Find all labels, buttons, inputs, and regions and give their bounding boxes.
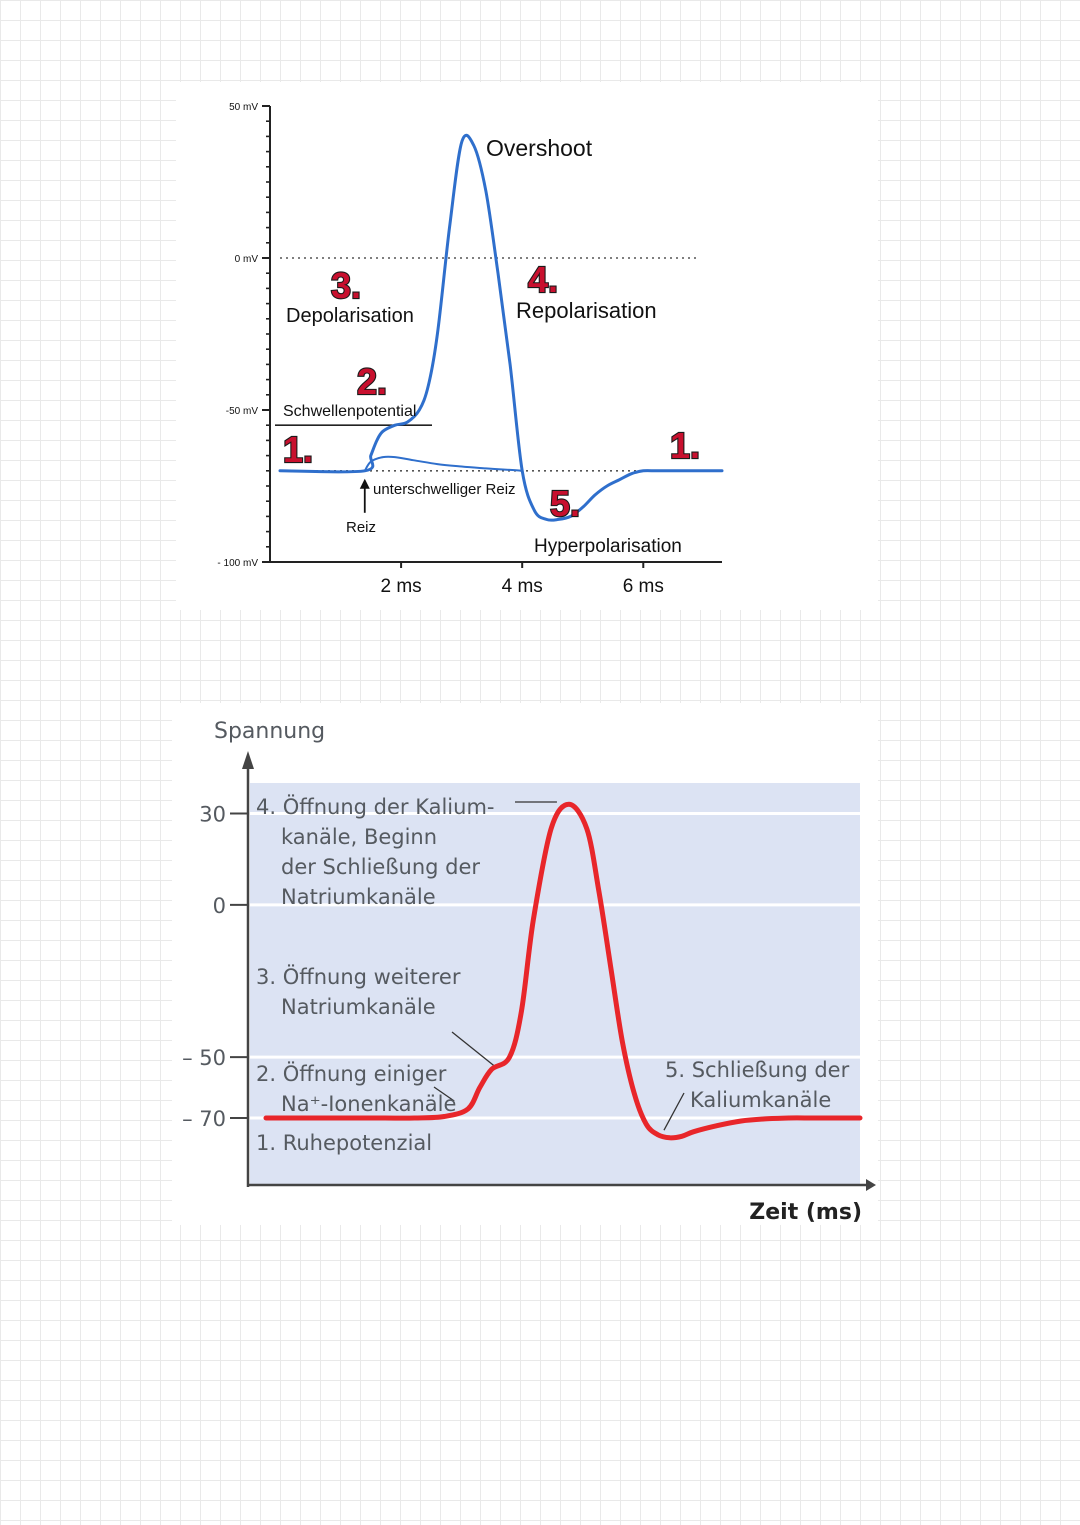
badge-2: 2.: [357, 361, 387, 402]
leader-line-3: [451, 1031, 496, 1067]
y-tick-label: – 50: [182, 1046, 226, 1070]
annotation-4-line-4: Natriumkanäle: [281, 885, 436, 909]
annotation-2-line-2: Na⁺-Ionenkanäle: [281, 1092, 456, 1116]
x-tick-label: 6 ms: [623, 576, 664, 597]
badge-1-right: 1.: [670, 425, 700, 466]
action-potential-chart-top: 50 mV 0 mV -50 mV - 100 mV 2 ms 4 ms 6 ms Over…: [176, 82, 878, 610]
badge-5: 5.: [550, 483, 580, 524]
annotation-1: 1. Ruhepotenzial: [256, 1131, 432, 1155]
reiz-label: Reiz: [346, 519, 376, 536]
y-axis-label: Spannung: [214, 719, 325, 744]
annotation-2-line-1: 2. Öffnung einiger: [256, 1061, 447, 1086]
series-line-main: [278, 133, 724, 522]
x-axis-label: Zeit (ms): [749, 1200, 862, 1225]
y-tick-label: 50 mV: [229, 102, 258, 113]
repolarisation-label: Repolarisation: [516, 298, 657, 323]
depolarisation-label: Depolarisation: [286, 305, 414, 327]
overshoot-label: Overshoot: [486, 135, 593, 161]
series-line-0: [263, 801, 863, 1141]
y-tick-label: 0: [213, 894, 226, 918]
y-tick-label: -50 mV: [226, 406, 259, 417]
series-line-subthreshold: [363, 455, 524, 472]
badge-3: 3.: [331, 265, 361, 306]
x-axis-arrow: [866, 1179, 876, 1191]
annotation-4-line-3: der Schließung der: [281, 855, 480, 879]
x-tick-label: 4 ms: [502, 576, 543, 597]
chart-bottom-svg: 30 0 – 50 – 70 Spannung Zeit (ms) 4. Öffnun…: [182, 719, 876, 1225]
annotation-4-line-1: 4. Öffnung der Kalium-: [256, 794, 495, 819]
annotation-4-line-2: kanäle, Beginn: [281, 825, 437, 849]
badge-4: 4.: [528, 259, 558, 300]
y-tick-label: 30: [199, 802, 226, 826]
hyperpolarisation-label: Hyperpolarisation: [534, 536, 682, 557]
x-tick-label: 2 ms: [381, 576, 422, 597]
action-potential-chart-bottom: 30 0 – 50 – 70 Spannung Zeit (ms) 4. Öffnun…: [172, 703, 878, 1225]
leader-line-2: [433, 1086, 455, 1102]
reiz-arrow-head: [359, 478, 370, 489]
y-tick-label: 0 mV: [235, 254, 259, 265]
leader-line-5: [663, 1092, 685, 1131]
y-axis-arrow: [242, 751, 254, 769]
chart-top-svg: 50 mV 0 mV -50 mV - 100 mV 2 ms 4 ms 6 ms Over…: [217, 102, 724, 597]
annotation-5-line-2: Kaliumkanäle: [690, 1088, 831, 1112]
badge-1-left: 1.: [283, 429, 313, 470]
y-tick-label: – 70: [182, 1107, 226, 1131]
annotation-3-line-2: Natriumkanäle: [281, 995, 436, 1019]
annotation-3-line-1: 3. Öffnung weiterer: [256, 964, 461, 989]
schwellenpotential-label: Schwellenpotential: [283, 403, 416, 420]
annotation-5-line-1: 5. Schließung der: [665, 1058, 850, 1082]
subthreshold-label: unterschwelliger Reiz: [373, 481, 516, 498]
y-tick-label: - 100 mV: [217, 558, 258, 569]
